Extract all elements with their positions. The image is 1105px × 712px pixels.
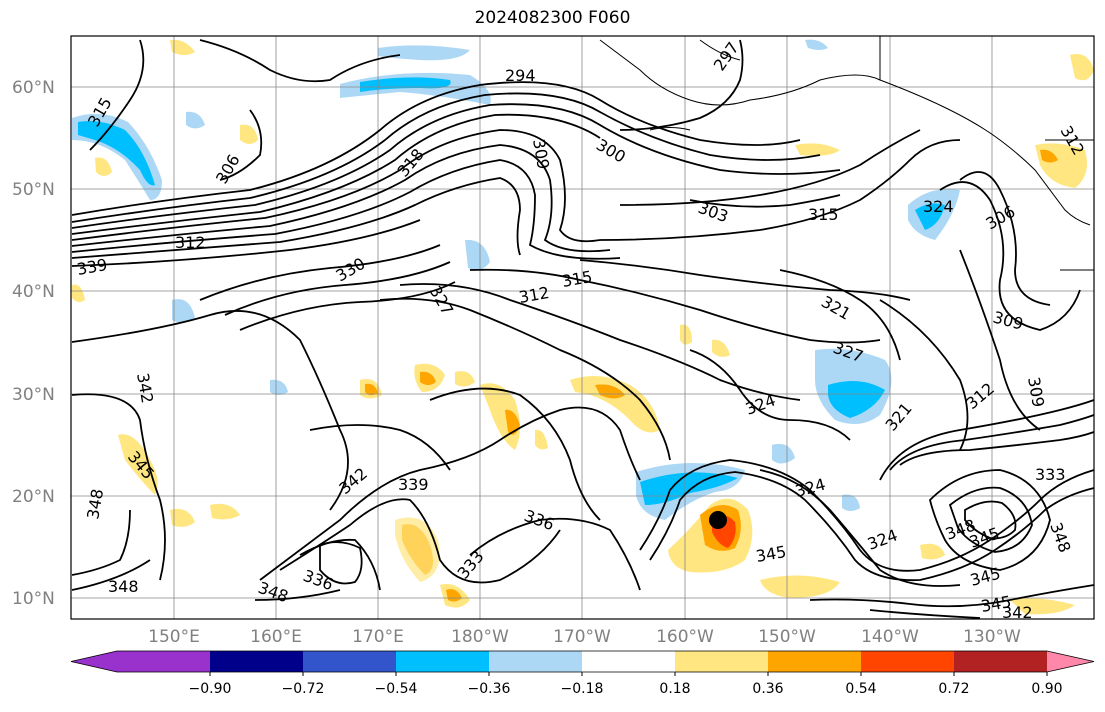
lon-label: 140°W xyxy=(861,627,919,647)
colorbar-segment xyxy=(582,651,676,672)
contour-label: 339 xyxy=(398,475,429,494)
lat-label: 20°N xyxy=(12,487,55,507)
colorbar-tick-label: −0.18 xyxy=(561,681,604,697)
colorbar-segment xyxy=(954,651,1048,672)
coastlines xyxy=(599,36,1094,271)
contour-label: 342 xyxy=(1002,603,1033,622)
lat-label: 30°N xyxy=(12,385,55,405)
contour-label: 348 xyxy=(108,577,139,596)
contour-label: 294 xyxy=(505,66,536,85)
map-border xyxy=(70,35,1095,620)
colorbar-segment xyxy=(117,651,211,672)
contour-lines xyxy=(71,39,1095,619)
contour-label: 312 xyxy=(175,233,206,252)
lat-label: 10°N xyxy=(12,589,55,609)
longitude-labels: 150°E 160°E 170°E 180°W 170°W 160°W 150°… xyxy=(148,627,1021,647)
lat-label: 50°N xyxy=(12,180,55,200)
colorbar-tick-label: 0.54 xyxy=(845,681,876,697)
lat-label: 40°N xyxy=(12,282,55,302)
lon-label: 170°W xyxy=(553,627,611,647)
colorbar-segment xyxy=(210,651,304,672)
colorbar-tick-label: −0.72 xyxy=(282,681,325,697)
colorbar-extend-low xyxy=(71,651,117,672)
colorbar-tick-label: −0.36 xyxy=(468,681,511,697)
colorbar-segment xyxy=(768,651,862,672)
colorbar-segment xyxy=(861,651,955,672)
contour-label: 324 xyxy=(923,197,954,216)
lon-label: 160°E xyxy=(250,627,302,647)
colorbar-tick-label: −0.54 xyxy=(375,681,418,697)
latitude-labels: 60°N 50°N 40°N 30°N 20°N 10°N xyxy=(12,78,55,609)
contour-label: 333 xyxy=(1035,465,1066,484)
colorbar-tick-label: 0.90 xyxy=(1031,681,1062,697)
colorbar-segment xyxy=(303,651,397,672)
colorbar-segment xyxy=(396,651,490,672)
lon-label: 150°E xyxy=(148,627,200,647)
colorbar-tick-label: −0.90 xyxy=(189,681,232,697)
colorbar-tick-label: 0.72 xyxy=(938,681,969,697)
lat-label: 60°N xyxy=(12,78,55,98)
colorbar-outline xyxy=(70,650,1095,673)
lon-label: 170°E xyxy=(352,627,404,647)
colorbar-tick-label: 0.18 xyxy=(659,681,690,697)
lon-label: 160°W xyxy=(656,627,714,647)
colorbar-tick-label: 0.36 xyxy=(752,681,783,697)
colorbar-extend-high xyxy=(1047,651,1094,672)
storm-center-marker xyxy=(709,511,727,529)
colorbar-segment xyxy=(675,651,769,672)
colorbar: −0.90 −0.72 −0.54 −0.36 −0.18 0.18 0.36 0.54 0.7… xyxy=(70,650,1095,697)
lon-label: 150°W xyxy=(758,627,816,647)
map-title: 2024082300 F060 xyxy=(474,8,631,28)
lon-label: 130°W xyxy=(963,627,1021,647)
lon-label: 180°W xyxy=(451,627,509,647)
contour-label: 315 xyxy=(808,205,839,224)
colorbar-segment xyxy=(489,651,583,672)
